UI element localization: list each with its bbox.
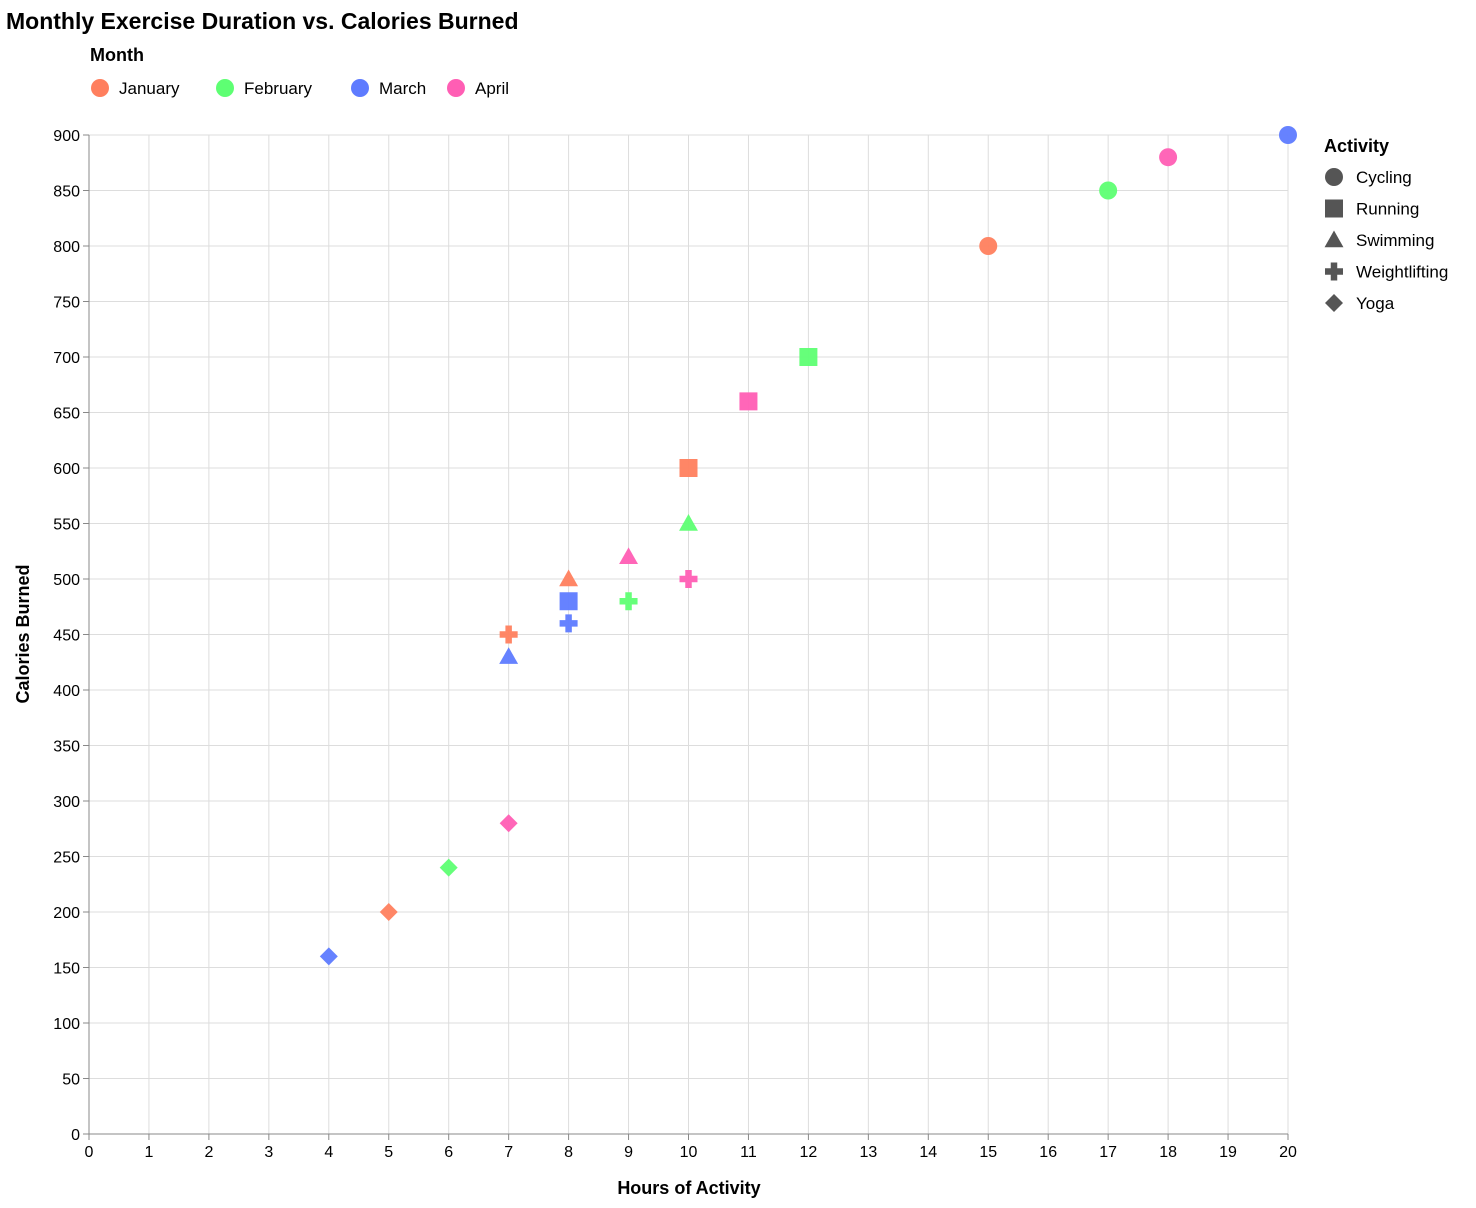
data-point-february-cycling xyxy=(1099,181,1118,200)
y-tick-label: 750 xyxy=(53,295,80,312)
x-tick-label: 19 xyxy=(1219,1144,1237,1161)
y-tick-label: 50 xyxy=(62,1072,80,1089)
x-tick-label: 0 xyxy=(85,1144,94,1161)
activity-legend-symbol xyxy=(1325,168,1343,186)
x-tick-label: 2 xyxy=(204,1144,213,1161)
y-tick-label: 0 xyxy=(71,1127,80,1144)
x-tick-label: 17 xyxy=(1099,1144,1117,1161)
data-point-april-yoga xyxy=(499,814,518,833)
y-tick-label: 800 xyxy=(53,239,80,256)
axes: 0 1 2 3 4 5 6 7 8 9 10 11 12 13 14 15 16 17 18 19 2005010015… xyxy=(53,128,1297,1161)
data-point-april-running xyxy=(739,392,758,411)
x-axis-title: Hours of Activity xyxy=(617,1178,760,1198)
activity-legend-title: Activity xyxy=(1324,136,1389,156)
x-tick-label: 18 xyxy=(1159,1144,1177,1161)
y-tick-label: 400 xyxy=(53,683,80,700)
x-tick-label: 15 xyxy=(979,1144,997,1161)
activity-legend-symbol xyxy=(1325,199,1343,218)
data-point-march-weightlifting xyxy=(559,614,578,633)
activity-legend-label: Running xyxy=(1356,200,1419,219)
month-legend-swatch xyxy=(91,79,109,97)
data-point-january-swimming xyxy=(559,569,579,587)
x-tick-label: 7 xyxy=(504,1144,513,1161)
month-legend-item-january: January xyxy=(91,79,180,98)
month-legend: Month January February March April xyxy=(90,45,509,98)
y-tick-label: 900 xyxy=(53,128,80,145)
activity-legend-label: Yoga xyxy=(1356,294,1395,313)
month-legend-item-april: April xyxy=(447,79,509,98)
data-point-february-weightlifting xyxy=(619,592,638,611)
month-legend-label: April xyxy=(475,79,509,98)
data-point-february-swimming xyxy=(679,514,698,531)
grid xyxy=(88,134,1289,1135)
y-axis-title: Calories Burned xyxy=(13,564,33,703)
data-point-february-yoga xyxy=(439,858,458,877)
activity-legend-label: Cycling xyxy=(1356,168,1412,187)
data-point-march-cycling xyxy=(1279,126,1297,144)
data-point-march-yoga xyxy=(319,947,338,966)
data-point-january-running xyxy=(679,459,698,477)
activity-legend-item-cycling: Cycling xyxy=(1325,168,1412,187)
x-tick-label: 12 xyxy=(800,1144,818,1161)
activity-legend-label: Swimming xyxy=(1356,231,1434,250)
y-tick-label: 300 xyxy=(53,794,80,811)
activity-legend-symbol xyxy=(1325,294,1343,312)
data-points xyxy=(319,126,1297,966)
y-tick-label: 550 xyxy=(53,517,80,534)
y-tick-label: 100 xyxy=(53,1016,80,1033)
month-legend-label: January xyxy=(119,79,180,98)
y-tick-label: 600 xyxy=(53,461,80,478)
data-point-february-running xyxy=(799,348,818,366)
x-tick-label: 13 xyxy=(859,1144,877,1161)
x-tick-label: 5 xyxy=(384,1144,393,1161)
y-tick-label: 350 xyxy=(53,739,80,756)
x-tick-label: 16 xyxy=(1039,1144,1057,1161)
data-point-march-swimming xyxy=(499,647,519,664)
x-tick-label: 4 xyxy=(324,1144,333,1161)
y-tick-label: 850 xyxy=(53,184,80,201)
x-tick-label: 20 xyxy=(1279,1144,1297,1161)
x-tick-label: 14 xyxy=(919,1144,937,1161)
activity-legend-symbol xyxy=(1325,262,1343,281)
month-legend-label: March xyxy=(379,79,426,98)
month-legend-title: Month xyxy=(90,45,144,65)
x-tick-label: 3 xyxy=(264,1144,273,1161)
x-tick-label: 9 xyxy=(624,1144,633,1161)
y-tick-label: 650 xyxy=(53,406,80,423)
activity-legend-symbol xyxy=(1324,230,1344,248)
data-point-march-running xyxy=(559,592,578,611)
activity-legend-label: Weightlifting xyxy=(1356,263,1448,282)
y-tick-label: 250 xyxy=(53,850,80,867)
y-tick-label: 500 xyxy=(53,572,80,589)
data-point-january-weightlifting xyxy=(499,625,518,644)
activity-legend-item-swimming: Swimming xyxy=(1324,230,1434,250)
data-point-april-weightlifting xyxy=(679,570,698,588)
y-tick-label: 700 xyxy=(53,350,80,367)
x-tick-label: 11 xyxy=(740,1144,757,1161)
month-legend-item-february: February xyxy=(216,79,313,98)
x-tick-label: 10 xyxy=(680,1144,698,1161)
data-point-april-cycling xyxy=(1159,148,1178,167)
activity-legend-item-yoga: Yoga xyxy=(1325,294,1395,313)
month-legend-swatch xyxy=(351,79,369,97)
y-tick-label: 450 xyxy=(53,628,80,645)
y-tick-label: 200 xyxy=(53,905,80,922)
activity-legend-item-running: Running xyxy=(1325,199,1419,219)
data-point-april-swimming xyxy=(619,547,638,564)
month-legend-item-march: March xyxy=(351,79,426,98)
chart-title: Monthly Exercise Duration vs. Calories B… xyxy=(6,8,519,34)
month-legend-swatch xyxy=(216,79,234,97)
activity-legend-item-weightlifting: Weightlifting xyxy=(1325,262,1448,282)
x-tick-label: 1 xyxy=(144,1144,153,1161)
y-tick-label: 150 xyxy=(53,961,80,978)
activity-legend: Activity Cycling Running Swimming Weightlif… xyxy=(1324,136,1448,313)
data-point-january-yoga xyxy=(379,903,398,921)
x-tick-label: 6 xyxy=(444,1144,453,1161)
month-legend-swatch xyxy=(447,79,465,97)
month-legend-label: February xyxy=(244,79,313,98)
data-point-january-cycling xyxy=(979,237,998,255)
x-tick-label: 8 xyxy=(564,1144,573,1161)
